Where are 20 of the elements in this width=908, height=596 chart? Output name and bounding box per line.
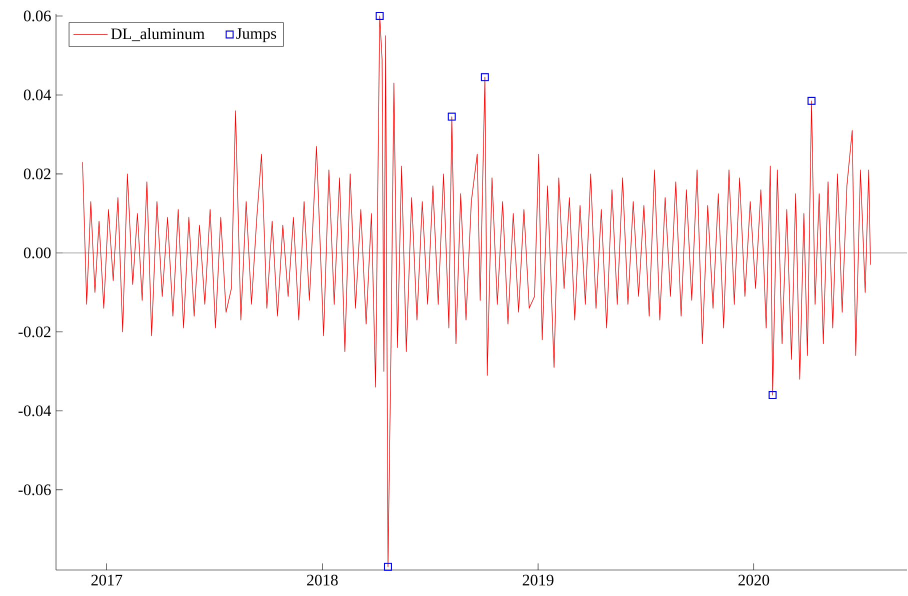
y-tick-label: -0.06: [18, 484, 51, 496]
y-tick-label: 0.02: [24, 168, 50, 180]
y-tick-label: -0.02: [18, 326, 50, 338]
point: [376, 12, 384, 20]
point: [480, 73, 489, 82]
y-tick-label: 0.00: [24, 247, 51, 258]
point: [448, 112, 456, 121]
legend-label: Jumps: [236, 28, 276, 42]
y-tick-label: 0.06: [24, 10, 51, 22]
x-tick-label: 2018: [307, 574, 338, 586]
x-tick-label: 2019: [522, 574, 554, 586]
line-series: [82, 16, 871, 568]
y-tick-label: -0.04: [18, 405, 52, 416]
point: [384, 562, 392, 571]
x-tick-label: 2020: [738, 574, 770, 586]
legend-label: DL_aluminum: [111, 28, 205, 42]
point: [768, 391, 777, 400]
point: [808, 96, 816, 105]
y-tick-label: 0.04: [24, 90, 52, 100]
x-tick-label: 2017: [91, 574, 122, 586]
